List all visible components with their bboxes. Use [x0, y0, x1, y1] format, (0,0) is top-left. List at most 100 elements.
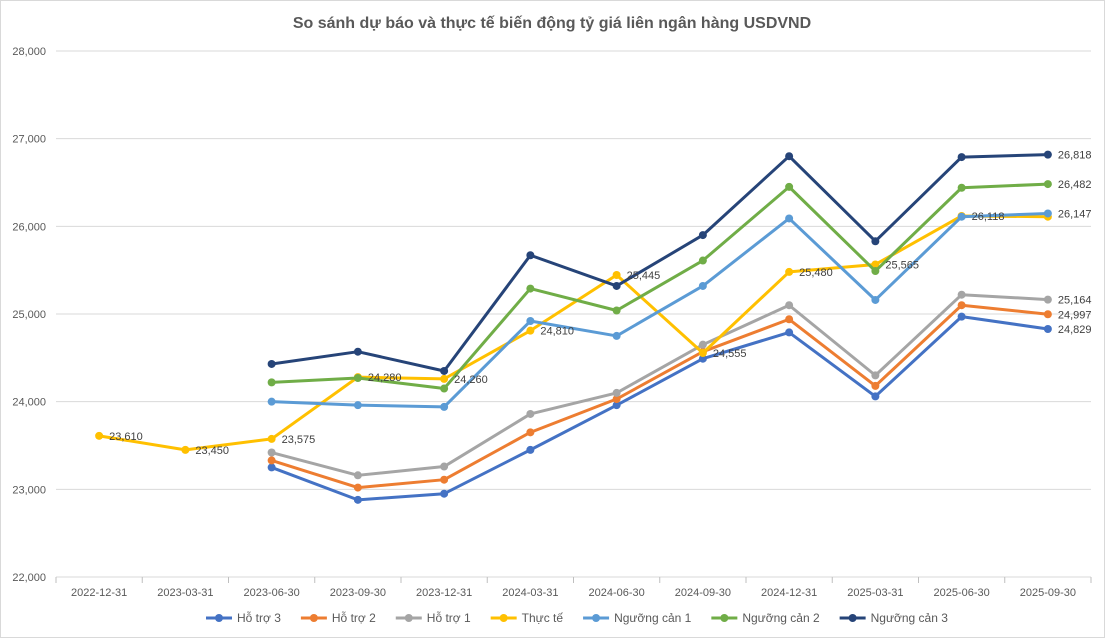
legend-label: Ngưỡng cản 3	[871, 611, 949, 625]
legend-label: Ngưỡng cản 1	[614, 611, 692, 625]
series-ngưỡng-cản-1	[267, 209, 1052, 411]
data-point	[785, 214, 794, 223]
data-label: 24,555	[713, 348, 747, 360]
data-point	[267, 448, 276, 457]
data-point	[871, 237, 880, 246]
data-label: 24,280	[368, 372, 402, 384]
legend-label: Ngưỡng cản 2	[742, 611, 820, 625]
data-point	[871, 371, 880, 380]
data-point	[957, 290, 966, 299]
data-point	[1043, 150, 1052, 159]
data-point	[612, 395, 621, 404]
data-point	[440, 402, 449, 411]
legend-item: Ngưỡng cản 2	[711, 611, 820, 625]
data-point	[440, 366, 449, 375]
legend-label: Hỗ trợ 1	[427, 610, 471, 625]
data-point	[1043, 324, 1052, 333]
data-labels: 24,829 24,997 25,164 23,610 23,450 23,575 24,2…	[109, 150, 1091, 457]
data-point	[1043, 180, 1052, 189]
x-tick-label: 2023-06-30	[243, 587, 299, 599]
data-point	[698, 231, 707, 240]
x-tick-label: 2023-03-31	[157, 587, 213, 599]
data-label: 24,997	[1058, 309, 1092, 321]
data-point	[871, 381, 880, 390]
y-axis: 22,000 23,000 24,000 25,000 26,000 27,000 28,0…	[12, 46, 46, 584]
data-point	[267, 456, 276, 465]
data-point	[957, 312, 966, 321]
legend-marker	[404, 614, 413, 622]
data-point	[440, 475, 449, 484]
legend-marker	[309, 614, 318, 622]
data-point	[526, 445, 535, 454]
legend-item: Thực tế	[490, 611, 563, 625]
data-point	[526, 251, 535, 260]
series-ngưỡng-cản-2	[267, 180, 1052, 393]
y-tick-label: 28,000	[12, 46, 46, 58]
data-point	[612, 306, 621, 315]
data-point	[526, 326, 535, 335]
y-tick-label: 27,000	[12, 134, 46, 146]
data-label: 26,482	[1058, 179, 1092, 191]
legend-marker	[592, 614, 601, 622]
chart-title: So sánh dự báo và thực tế biến động tỷ g…	[293, 15, 811, 32]
legend-label: Hỗ trợ 2	[332, 610, 376, 625]
y-tick-label: 23,000	[12, 484, 46, 496]
x-tick-label: 2024-12-31	[761, 587, 817, 599]
data-point	[267, 463, 276, 472]
data-point	[526, 317, 535, 326]
data-point	[612, 401, 621, 410]
legend-item: Ngưỡng cản 3	[839, 611, 949, 625]
x-tick-label: 2022-12-31	[71, 587, 127, 599]
legend-item: Ngưỡng cản 1	[583, 611, 692, 625]
data-point	[957, 183, 966, 192]
x-tick-label: 2025-03-31	[847, 587, 903, 599]
data-point	[698, 349, 707, 358]
data-point	[612, 281, 621, 290]
data-point	[612, 270, 621, 279]
data-point	[871, 295, 880, 304]
series-hỗ-trợ-3	[267, 312, 1052, 504]
data-point	[440, 489, 449, 498]
y-tick-label: 25,000	[12, 309, 46, 321]
series-line	[271, 315, 1049, 502]
series-line	[271, 293, 1048, 477]
series-ngưỡng-cản-3	[267, 150, 1052, 375]
data-label: 24,810	[540, 326, 574, 338]
series-line	[271, 211, 1048, 409]
data-point	[957, 212, 966, 221]
data-label: 23,450	[195, 445, 229, 457]
data-point	[1043, 295, 1052, 304]
data-label: 24,829	[1058, 324, 1092, 336]
legend-item: Hỗ trợ 2	[300, 610, 376, 625]
data-point	[871, 260, 880, 269]
data-label: 26,118	[972, 211, 1005, 223]
data-point	[612, 331, 621, 340]
legend-item: Hỗ trợ 1	[395, 610, 471, 625]
data-point	[440, 462, 449, 471]
y-tick-label: 24,000	[12, 397, 46, 409]
series-hỗ-trợ-1	[267, 290, 1052, 480]
data-label: 25,445	[627, 270, 661, 282]
data-point	[526, 428, 535, 437]
legend: Hỗ trợ 3 Hỗ trợ 2 Hỗ trợ 1 Thực tế Ngưỡng cả…	[206, 610, 948, 625]
data-point	[353, 373, 362, 382]
data-point	[353, 495, 362, 504]
y-tick-label: 26,000	[12, 221, 46, 233]
series-line	[271, 182, 1048, 391]
gridlines	[56, 50, 1091, 578]
data-label: 25,565	[885, 259, 919, 271]
data-point	[526, 284, 535, 293]
data-point	[1043, 209, 1052, 218]
data-point	[95, 431, 104, 440]
data-point	[353, 471, 362, 480]
data-point	[785, 328, 794, 337]
data-point	[785, 301, 794, 310]
x-axis: 2022-12-31 2023-03-31 2023-06-30 2023-09-30…	[55, 577, 1092, 599]
data-point	[440, 374, 449, 383]
data-point	[957, 153, 966, 162]
series-line	[271, 303, 1049, 490]
data-point	[267, 397, 276, 406]
data-point	[267, 378, 276, 387]
x-tick-label: 2023-09-30	[330, 587, 386, 599]
